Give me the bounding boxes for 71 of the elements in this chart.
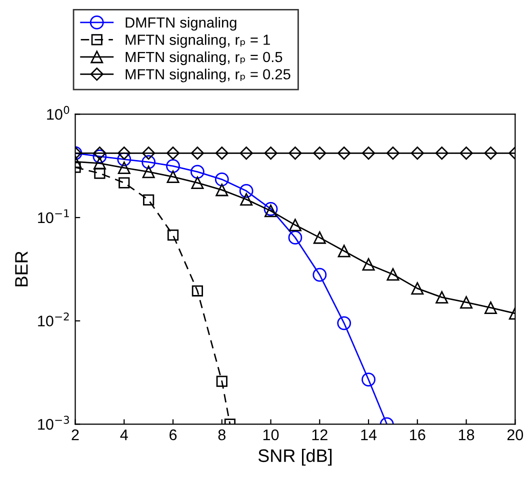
point (142, 155, 156, 170)
point (337, 316, 352, 330)
point (191, 176, 204, 190)
point (386, 146, 400, 160)
legend-label: DMFTN signaling (126, 16, 236, 31)
point (190, 146, 204, 160)
point (166, 159, 180, 174)
point (117, 152, 132, 166)
y-tick-label: 10$^{0}$ (47, 106, 70, 120)
x-tick-label: 16 (410, 429, 426, 440)
point (264, 204, 278, 218)
point (94, 168, 106, 179)
point (313, 146, 326, 160)
point (362, 146, 376, 160)
legend-label: MFTN signaling, rₚ = 0.25 (126, 68, 290, 82)
point (362, 372, 376, 387)
point (118, 162, 130, 174)
point (484, 146, 498, 160)
point (118, 177, 130, 188)
point (288, 146, 302, 160)
x-tick-label: 20 (507, 429, 524, 440)
point (118, 146, 131, 160)
point (436, 291, 448, 304)
x-tick-label: 18 (458, 429, 474, 440)
point (484, 301, 497, 314)
point (142, 166, 155, 178)
point (288, 218, 302, 232)
x-tick-label: 2 (72, 429, 79, 440)
y-axis-title: BER (15, 251, 28, 286)
legend-label: MFTN signaling, rₚ = 0.5 (126, 51, 282, 66)
point (216, 376, 228, 387)
point (410, 146, 424, 160)
point (362, 258, 375, 271)
point (460, 296, 473, 309)
point (166, 146, 180, 160)
point (239, 184, 254, 198)
point (435, 146, 448, 160)
point (313, 231, 326, 244)
point (167, 229, 179, 241)
point (216, 184, 228, 196)
point (92, 150, 107, 164)
x-tick-label: 4 (120, 430, 128, 440)
point (386, 268, 400, 281)
point (142, 146, 156, 160)
point (93, 146, 106, 160)
point (215, 146, 228, 160)
point (264, 146, 278, 160)
point (240, 146, 253, 160)
y-tick-label: 10$^{−2}$ (38, 312, 69, 326)
point (192, 285, 204, 296)
x-tick-label: 14 (361, 430, 377, 440)
y-tick-label: 10$^{−1}$ (38, 209, 69, 224)
x-tick-label: 10 (263, 429, 279, 440)
y-tick-label: 10$^{−3}$ (38, 416, 69, 430)
point (312, 268, 327, 282)
x-tick-label: 8 (218, 429, 226, 440)
x-tick-label: 12 (312, 429, 328, 440)
point (166, 170, 180, 184)
point (143, 194, 154, 206)
x-axis-title: SNR [dB] (258, 448, 332, 466)
point (214, 172, 229, 186)
legend-label: MFTN signaling, rₚ = 1 (126, 34, 270, 48)
point (338, 146, 351, 160)
point (93, 157, 106, 170)
point (411, 282, 424, 295)
point (338, 244, 350, 258)
x-tick-label: 6 (170, 429, 177, 440)
point (288, 230, 302, 245)
point (240, 193, 253, 206)
point (190, 164, 204, 179)
point (460, 146, 473, 160)
